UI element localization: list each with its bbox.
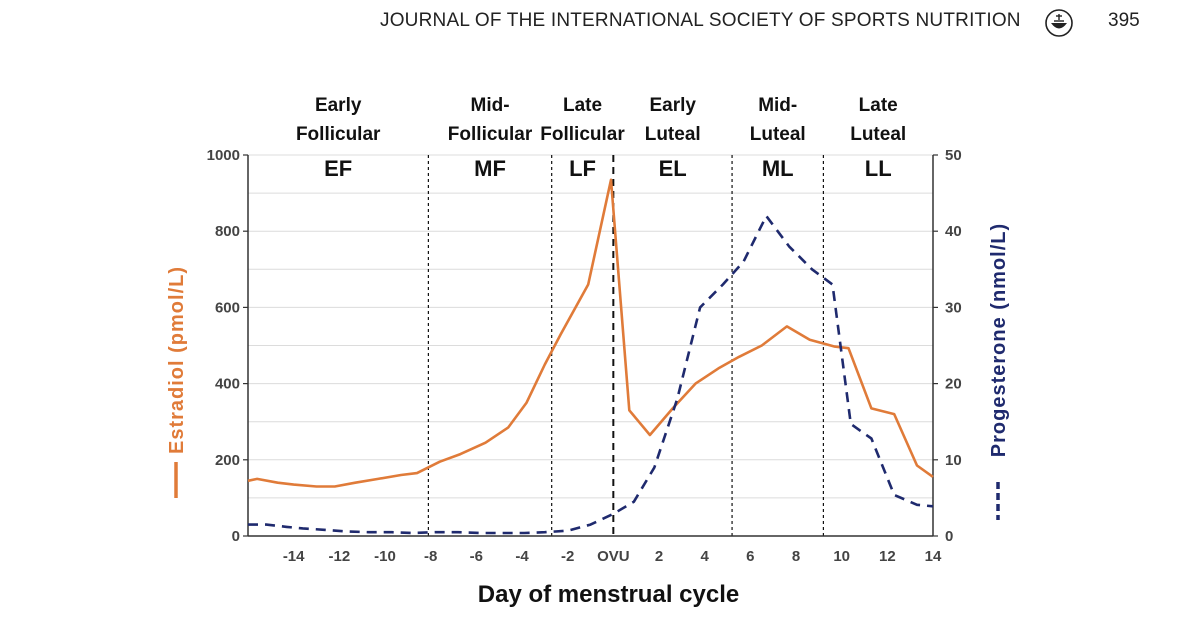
x-tick-label: -2 <box>561 548 574 565</box>
x-tick-label: 6 <box>746 548 754 565</box>
y-tick-label-right: 30 <box>945 299 962 316</box>
estradiol-line <box>247 178 934 488</box>
x-tick-label: 12 <box>879 548 896 565</box>
phase-label-line2: Follicular <box>448 124 533 145</box>
y-tick-label-left: 0 <box>232 528 240 545</box>
x-tick-label: -14 <box>283 548 305 565</box>
y-tick-label-right: 10 <box>945 452 962 469</box>
y-axis-title-right: Progesterone (nmol/L) <box>988 223 1010 457</box>
x-tick-label: -12 <box>328 548 350 565</box>
x-tick-label: 10 <box>833 548 850 565</box>
phase-abbr: LL <box>865 156 892 181</box>
y-tick-label-left: 800 <box>215 223 240 240</box>
phase-abbr: EL <box>659 156 687 181</box>
y-tick-label-left: 600 <box>215 299 240 316</box>
x-tick-label: 4 <box>700 548 709 565</box>
journal-logo-icon <box>1044 8 1074 43</box>
y-tick-label-right: 40 <box>945 223 962 240</box>
y-tick-label-right: 50 <box>945 147 962 164</box>
phase-label-line1: Early <box>315 95 362 116</box>
page-number: 395 <box>1108 10 1140 31</box>
x-tick-label: 8 <box>792 548 800 565</box>
journal-title: JOURNAL OF THE INTERNATIONAL SOCIETY OF … <box>380 10 1021 31</box>
x-axis-title: Day of menstrual cycle <box>478 581 739 608</box>
phase-label-line2: Luteal <box>645 124 701 145</box>
phase-label-line1: Mid- <box>758 95 797 116</box>
y-tick-label-left: 200 <box>215 452 240 469</box>
x-tick-label: 14 <box>925 548 942 565</box>
phase-abbr: ML <box>762 156 794 181</box>
phase-label-line2: Luteal <box>750 124 806 145</box>
phase-label-line1: Late <box>859 95 898 116</box>
phase-label-line1: Late <box>563 95 602 116</box>
x-tick-label: 2 <box>655 548 663 565</box>
y-tick-label-left: 400 <box>215 376 240 393</box>
y-axis-title-left: Estradiol (pmol/L) <box>166 266 188 454</box>
phase-label-line1: Mid- <box>471 95 510 116</box>
x-tick-label: -8 <box>424 548 437 565</box>
x-tick-label: -10 <box>374 548 396 565</box>
phase-abbr: LF <box>569 156 596 181</box>
y-tick-label-right: 20 <box>945 376 962 393</box>
phase-label-line2: Follicular <box>540 124 625 145</box>
phase-label-line2: Luteal <box>850 124 906 145</box>
phase-abbr: EF <box>324 156 352 181</box>
x-tick-label: -4 <box>515 548 529 565</box>
progesterone-line <box>248 214 934 535</box>
phase-label-line2: Follicular <box>296 124 381 145</box>
x-tick-label: -6 <box>470 548 483 565</box>
phase-label-line1: Early <box>649 95 696 116</box>
y-tick-label-right: 0 <box>945 528 953 545</box>
x-tick-label: OVU <box>597 548 630 565</box>
y-tick-label-left: 1000 <box>207 147 240 164</box>
phase-abbr: MF <box>474 156 506 181</box>
